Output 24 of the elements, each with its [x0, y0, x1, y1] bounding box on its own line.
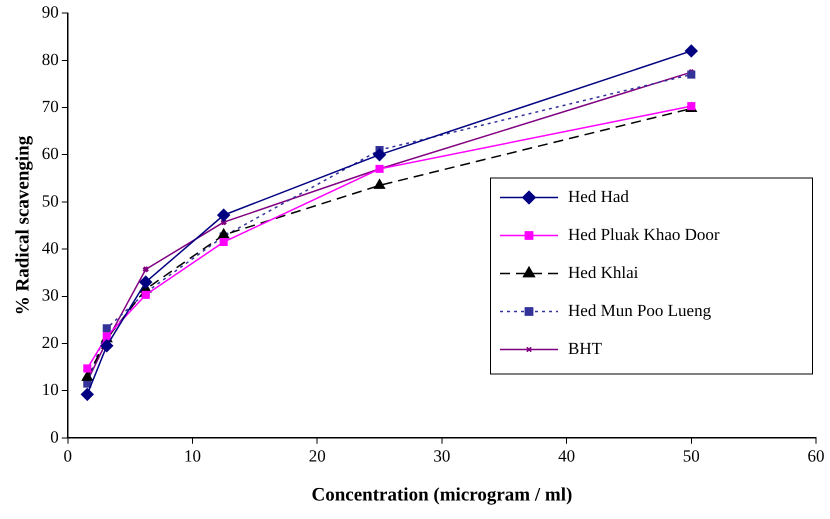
legend-label: Hed Khlai [568, 262, 639, 282]
legend-label: Hed Had [568, 186, 630, 206]
y-tick-label: 70 [42, 97, 59, 116]
x-tick-label: 50 [682, 446, 700, 466]
x-axis-title: Concentration (microgram / ml) [311, 484, 572, 506]
y-tick-label: 10 [42, 380, 59, 400]
x-tick-label: 10 [184, 446, 201, 466]
legend-label: Hed Mun Poo Lueng [568, 300, 712, 320]
legend-label: Hed Pluak Khao Door [568, 224, 720, 244]
x-tick-label: 40 [558, 446, 576, 466]
y-tick-label: 40 [42, 238, 59, 258]
y-tick-label: 60 [42, 144, 59, 164]
y-tick-label: 20 [42, 332, 59, 352]
x-tick-label: 20 [308, 446, 326, 466]
y-tick-label: 30 [42, 286, 59, 305]
y-tick-label: 80 [42, 50, 59, 69]
x-tick-label: 60 [808, 446, 824, 466]
x-tick-label: 30 [433, 446, 450, 466]
x-tick-label: 0 [64, 446, 72, 466]
y-tick-label: 50 [42, 191, 59, 210]
y-tick-label: 0 [50, 427, 59, 446]
y-tick-label: 90 [42, 2, 59, 22]
y-axis-title: % Radical scavenging [12, 135, 34, 316]
legend-label: BHT [568, 338, 603, 358]
